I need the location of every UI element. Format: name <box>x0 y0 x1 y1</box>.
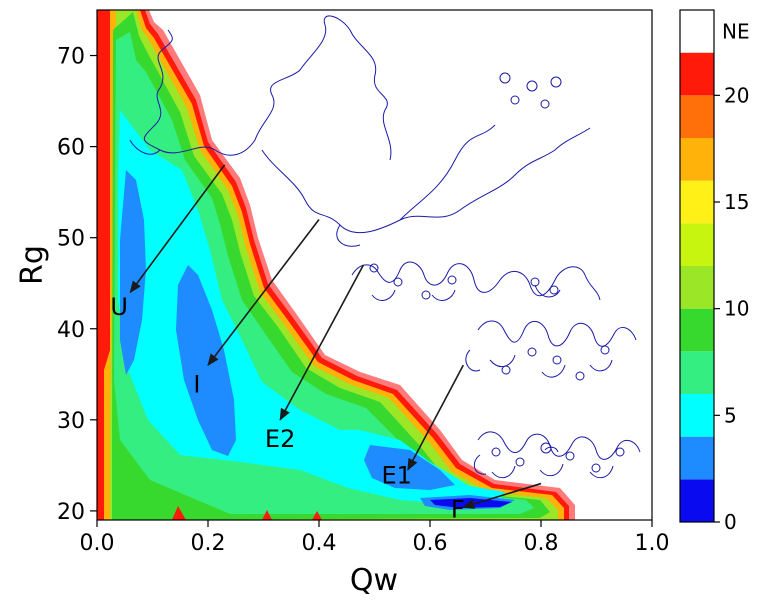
x-tick-label: 0.2 <box>191 531 226 556</box>
structure-intermediate-snapshot <box>261 124 591 247</box>
colorbar-cells <box>679 9 715 523</box>
y-tick-label: 40 <box>57 318 85 343</box>
state-label-e1: E1 <box>381 462 411 490</box>
structure-folded-snapshot <box>473 431 641 479</box>
colorbar-frame <box>679 9 715 523</box>
x-axis: 0.0 0.2 0.4 0.6 0.8 1.0 <box>80 520 670 556</box>
x-tick-label: 0.8 <box>524 531 559 556</box>
colorbar-tick-label: 5 <box>724 403 737 427</box>
colorbar-cell <box>680 351 714 394</box>
state-label-i: I <box>193 371 200 399</box>
colorbar-cell <box>680 479 714 522</box>
state-arrow-u <box>129 164 226 294</box>
colorbar-cell <box>680 180 714 224</box>
colorbar-top-label: NE <box>722 19 750 43</box>
y-axis-label: Rg <box>15 245 50 285</box>
x-axis-label: Qw <box>350 563 398 598</box>
colorbar-cell <box>680 266 714 309</box>
state-arrow-e1 <box>407 364 465 471</box>
colorbar-tick-label: 20 <box>724 83 749 107</box>
contour-level-2b <box>176 265 236 456</box>
colorbar-cell <box>680 95 714 138</box>
colorbar-tick-label: 10 <box>724 297 749 321</box>
x-tick-label: 1.0 <box>635 531 670 556</box>
helix-loops <box>369 72 625 473</box>
y-axis: 20 30 40 50 60 70 <box>57 45 97 525</box>
colorbar-cell <box>680 308 714 352</box>
state-label-f: F <box>451 495 465 523</box>
colorbar-ne-cell <box>680 10 714 53</box>
contour-speckle-2 <box>262 510 272 520</box>
plot-frame <box>96 9 653 521</box>
colorbar-cell <box>680 394 714 437</box>
y-tick-label: 30 <box>57 409 85 434</box>
structure-snapshots <box>129 15 641 479</box>
x-tick-label: 0.4 <box>302 531 337 556</box>
state-label-u: U <box>110 293 128 321</box>
colorbar-cell <box>680 436 714 480</box>
state-annotations: U I E2 E1 F <box>110 164 542 523</box>
colorbar-cell <box>680 52 714 96</box>
colorbar-tick-label: 0 <box>724 510 737 534</box>
y-tick-label: 60 <box>57 136 85 161</box>
colorbar-tick-label: 15 <box>724 190 749 214</box>
structure-unfolded-snapshot <box>129 15 392 161</box>
colorbar-ticks: 0 5 10 15 20 <box>714 83 749 534</box>
state-arrow-i <box>207 218 320 366</box>
y-tick-label: 70 <box>57 45 85 70</box>
state-label-e2: E2 <box>265 425 295 453</box>
contour-speckle-1 <box>172 506 186 520</box>
structure-e2-snapshot <box>351 261 601 301</box>
colorbar-cell <box>680 138 714 181</box>
y-tick-label: 50 <box>57 227 85 252</box>
contour-level-2a <box>120 170 146 375</box>
state-arrow-f <box>462 482 542 509</box>
x-tick-label: 0.0 <box>80 531 115 556</box>
x-tick-label: 0.6 <box>413 531 448 556</box>
y-tick-label: 20 <box>57 500 85 525</box>
colorbar-cell <box>680 223 714 266</box>
contour-speckle-3 <box>312 511 322 520</box>
state-arrow-e2 <box>279 264 365 421</box>
colorbar: 0 5 10 15 20 NE <box>679 9 750 534</box>
